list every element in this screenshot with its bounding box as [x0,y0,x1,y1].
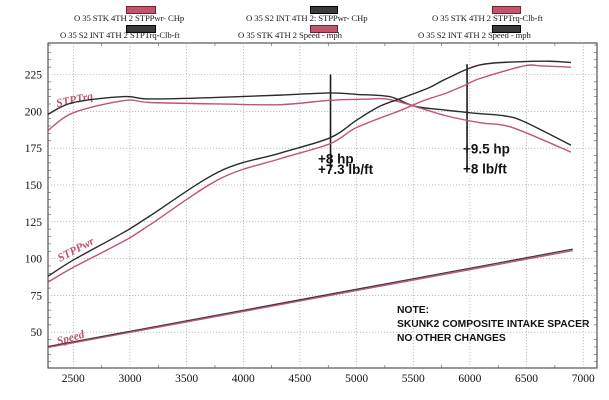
svg-text:4000: 4000 [232,373,255,385]
svg-text:225: 225 [25,70,43,82]
svg-text:200: 200 [25,106,43,118]
svg-text:3500: 3500 [175,373,198,385]
svg-text:4500: 4500 [288,373,311,385]
svg-text:SKUNK2 COMPOSITE INTAKE SPACER: SKUNK2 COMPOSITE INTAKE SPACER [397,319,590,330]
svg-text:75: 75 [31,290,43,302]
svg-text:+7.3 lb/ft: +7.3 lb/ft [318,162,374,177]
svg-text:150: 150 [25,180,43,192]
svg-text:6000: 6000 [458,373,481,385]
svg-text:2500: 2500 [62,373,85,385]
svg-text:5500: 5500 [402,373,425,385]
svg-text:50: 50 [31,327,43,339]
svg-text:100: 100 [25,254,43,266]
svg-text:5000: 5000 [345,373,368,385]
svg-text:125: 125 [25,217,43,229]
svg-text:7000: 7000 [572,373,595,385]
svg-text:175: 175 [25,143,43,155]
svg-text:3000: 3000 [118,373,141,385]
svg-text:6500: 6500 [515,373,538,385]
